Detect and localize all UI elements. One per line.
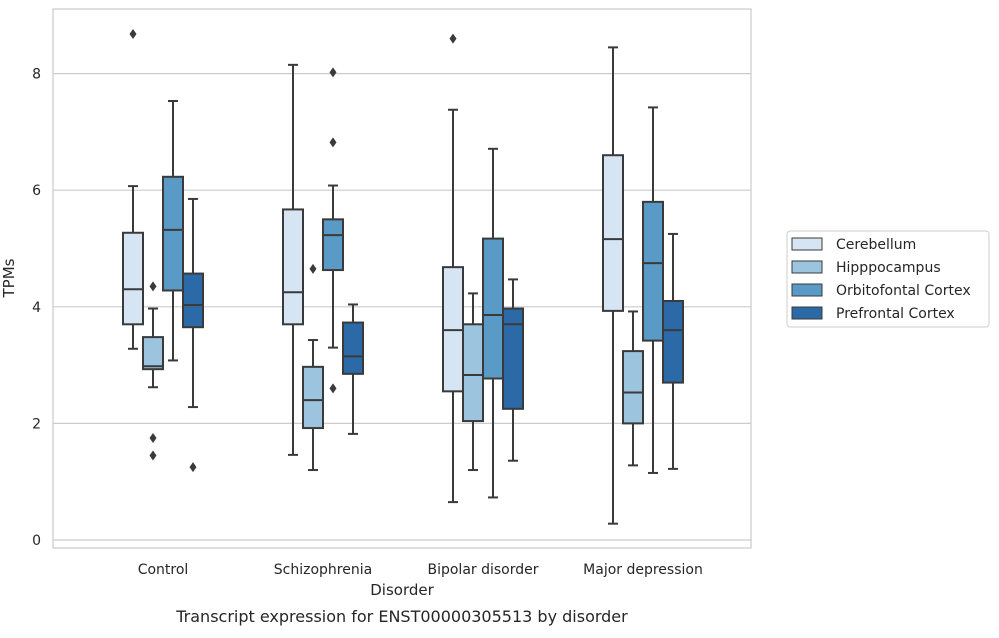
legend-swatch xyxy=(791,306,823,320)
y-tick-label: 6 xyxy=(32,183,41,199)
box-body xyxy=(142,336,164,371)
legend-label: Prefrontal Cortex xyxy=(836,306,955,322)
box-body xyxy=(622,350,644,425)
box-hipppocampus xyxy=(462,292,484,472)
y-tick-label: 4 xyxy=(32,300,41,316)
box-body xyxy=(662,299,684,384)
outlier-point xyxy=(149,432,157,443)
box-prefrontal-cortex xyxy=(502,278,524,462)
outlier-point xyxy=(129,28,137,39)
box-orbitofontal-cortex xyxy=(322,67,344,394)
outlier-point xyxy=(149,281,157,292)
box-body xyxy=(302,365,324,430)
x-tick-label: Major depression xyxy=(583,562,703,578)
legend-frame xyxy=(786,230,990,328)
legend-label: Hipppocampus xyxy=(836,260,941,276)
box-orbitofontal-cortex xyxy=(482,147,504,499)
legend-swatch xyxy=(791,237,823,251)
x-axis-ticks: Control Schizophrenia Bipolar disorder Majo… xyxy=(138,562,703,578)
y-axis-label: TPMs xyxy=(0,258,18,298)
y-tick-label: 2 xyxy=(32,416,41,432)
box-orbitofontal-cortex xyxy=(162,100,184,362)
box-body xyxy=(162,175,184,292)
legend-label: Orbitofontal Cortex xyxy=(836,283,971,299)
outlier-point xyxy=(149,450,157,461)
box-body xyxy=(342,321,364,375)
y-axis-ticks: 0 2 4 6 8 xyxy=(32,67,41,549)
legend-label: Cerebellum xyxy=(836,237,916,253)
box-cerebellum xyxy=(282,63,304,456)
plot-area-frame xyxy=(52,8,752,549)
outlier-point xyxy=(329,67,337,78)
y-tick-label: 0 xyxy=(32,533,41,549)
outlier-point xyxy=(329,137,337,148)
box-body xyxy=(122,231,144,326)
x-tick-label: Control xyxy=(138,562,189,578)
box-hipppocampus xyxy=(622,310,644,467)
x-tick-label: Schizophrenia xyxy=(274,562,372,578)
box-body xyxy=(602,154,624,312)
box-body xyxy=(482,237,504,380)
chart-caption: Transcript expression for ENST0000030551… xyxy=(175,607,628,626)
legend-swatch xyxy=(791,283,823,297)
box-cerebellum xyxy=(602,46,624,525)
box-hipppocampus xyxy=(142,281,164,461)
box-prefrontal-cortex xyxy=(342,303,364,435)
box-body xyxy=(462,323,484,423)
outlier-point xyxy=(449,33,457,44)
box-hipppocampus xyxy=(302,263,324,472)
box-orbitofontal-cortex xyxy=(642,106,664,474)
outlier-point xyxy=(329,383,337,394)
x-axis-label: Disorder xyxy=(370,581,434,599)
boxes xyxy=(122,28,684,525)
box-body xyxy=(282,208,304,326)
box-body xyxy=(182,272,204,329)
y-tick-label: 8 xyxy=(32,67,41,83)
box-cerebellum xyxy=(122,28,144,350)
legend: Cerebellum Hipppocampus Orbitofontal Corte… xyxy=(786,230,990,328)
x-tick-label: Bipolar disorder xyxy=(427,562,538,578)
outlier-point xyxy=(189,462,197,473)
box-prefrontal-cortex xyxy=(662,232,684,470)
legend-items: Cerebellum Hipppocampus Orbitofontal Corte… xyxy=(791,237,971,322)
box-cerebellum xyxy=(442,33,464,504)
box-prefrontal-cortex xyxy=(182,197,204,473)
legend-swatch xyxy=(791,260,823,274)
box-body xyxy=(322,218,344,272)
outlier-point xyxy=(309,263,317,274)
box-body xyxy=(642,200,664,342)
box-body xyxy=(502,307,524,410)
